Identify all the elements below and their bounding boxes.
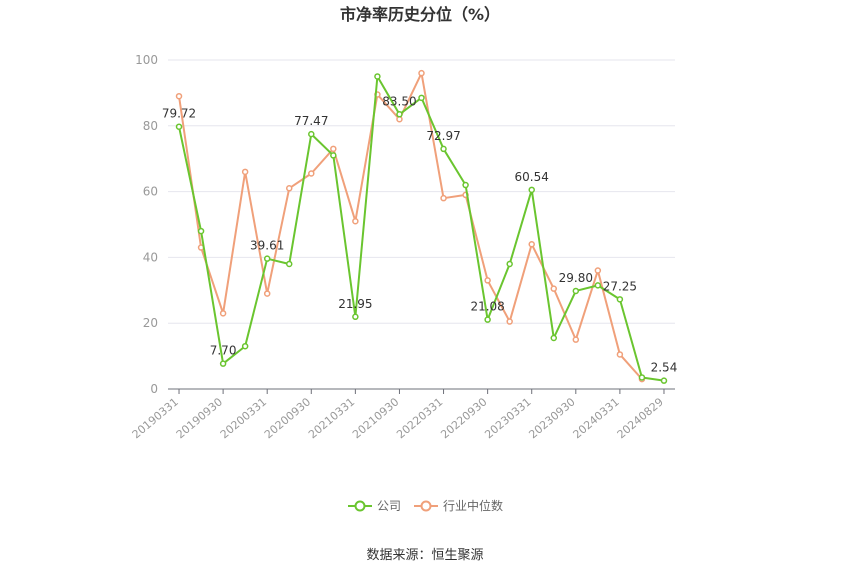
data-point-company[interactable]	[616, 296, 624, 303]
data-point-industry-median[interactable]	[308, 170, 315, 177]
series-industry-median	[175, 69, 646, 383]
legend-item-industry-median[interactable]: 行业中位数	[414, 498, 503, 513]
data-point-company[interactable]	[528, 186, 535, 194]
data-point-company[interactable]	[175, 123, 183, 130]
series-layer	[175, 69, 668, 384]
y-tick-label: 20	[143, 316, 158, 330]
data-point-industry-median[interactable]	[241, 168, 249, 176]
data-labels: 79.72 7.70 39.61 77.47 21.95 83.50 72.97 21.08 6…	[162, 94, 677, 374]
data-point-industry-median[interactable]	[528, 240, 535, 248]
x-tick-label: 20230930	[526, 395, 577, 441]
data-label: 60.54	[515, 170, 549, 184]
data-point-industry-median[interactable]	[440, 194, 447, 202]
data-point-company[interactable]	[263, 255, 271, 262]
data-point-company[interactable]	[660, 377, 668, 384]
data-label: 83.50	[382, 94, 416, 108]
data-point-company[interactable]	[572, 287, 580, 295]
data-point-company[interactable]	[440, 145, 447, 153]
data-point-company[interactable]	[594, 282, 602, 289]
data-point-industry-median[interactable]	[594, 267, 602, 274]
data-point-company[interactable]	[396, 111, 403, 118]
y-axis-ticks: 0 20 40 60 80 100	[135, 53, 158, 396]
data-point-company[interactable]	[374, 73, 381, 80]
x-tick-label: 20200331	[218, 395, 269, 441]
data-point-company[interactable]	[241, 342, 249, 350]
x-tick-label: 20200930	[262, 395, 313, 441]
y-tick-label: 40	[143, 250, 158, 264]
x-axis: 2019033120190930202003312020093020210331…	[130, 388, 675, 441]
data-point-company[interactable]	[550, 334, 558, 342]
data-point-company[interactable]	[484, 316, 491, 323]
data-point-industry-median[interactable]	[418, 69, 425, 77]
data-point-industry-median[interactable]	[219, 310, 227, 317]
x-tick-label: 20210331	[306, 395, 357, 441]
data-label: 72.97	[426, 129, 460, 143]
data-label: 2.54	[651, 361, 678, 375]
data-label: 79.72	[162, 107, 196, 121]
data-point-industry-median[interactable]	[484, 277, 491, 284]
x-tick-label: 20220331	[394, 395, 445, 441]
x-tick-label: 20220930	[438, 395, 489, 441]
data-label: 29.80	[559, 271, 593, 285]
series-line-company	[178, 75, 665, 382]
data-point-industry-median[interactable]	[550, 285, 558, 292]
y-tick-label: 0	[150, 382, 158, 396]
data-point-company[interactable]	[285, 260, 293, 268]
data-label: 77.47	[294, 114, 328, 128]
series-company	[175, 73, 668, 384]
data-point-company[interactable]	[638, 374, 646, 381]
data-point-company[interactable]	[219, 360, 227, 367]
legend[interactable]: 公司 行业中位数	[348, 498, 503, 513]
data-point-industry-median[interactable]	[330, 145, 337, 153]
data-point-company[interactable]	[352, 313, 359, 321]
grid	[168, 59, 675, 324]
x-tick-label: 20230331	[482, 395, 533, 441]
data-point-industry-median[interactable]	[285, 185, 293, 192]
data-point-industry-median[interactable]	[352, 217, 359, 225]
x-tick-label: 20240331	[571, 395, 622, 441]
data-point-company[interactable]	[418, 94, 425, 102]
source-note: 数据来源：恒生聚源	[366, 548, 483, 563]
x-tick-label: 20190930	[174, 395, 225, 441]
data-label: 21.08	[470, 300, 504, 314]
data-label: 21.95	[338, 297, 372, 311]
legend-label: 公司	[377, 499, 401, 513]
data-point-industry-median[interactable]	[263, 290, 271, 297]
data-point-company[interactable]	[197, 227, 205, 235]
chart-title: 市净率历史分位（%）	[340, 5, 500, 24]
data-point-industry-median[interactable]	[506, 318, 513, 325]
data-point-company[interactable]	[330, 152, 337, 159]
data-point-industry-median[interactable]	[572, 336, 580, 343]
x-tick-label: 20190331	[130, 395, 181, 441]
y-tick-label: 60	[143, 185, 158, 199]
x-tick-label: 20240829	[615, 395, 666, 441]
data-point-company[interactable]	[308, 130, 315, 138]
legend-marker	[354, 500, 366, 512]
data-label: 27.25	[603, 279, 637, 293]
y-tick-label: 80	[143, 119, 158, 133]
y-tick-label: 100	[135, 53, 158, 67]
legend-label: 行业中位数	[443, 498, 503, 513]
legend-marker	[420, 500, 432, 512]
data-point-company[interactable]	[462, 181, 469, 189]
data-point-industry-median[interactable]	[175, 92, 183, 100]
data-point-company[interactable]	[506, 260, 513, 268]
data-label: 39.61	[250, 239, 284, 253]
legend-item-company[interactable]: 公司	[348, 499, 401, 513]
data-label: 7.70	[210, 344, 237, 358]
data-point-industry-median[interactable]	[616, 351, 624, 358]
x-tick-label: 20210930	[350, 395, 401, 441]
